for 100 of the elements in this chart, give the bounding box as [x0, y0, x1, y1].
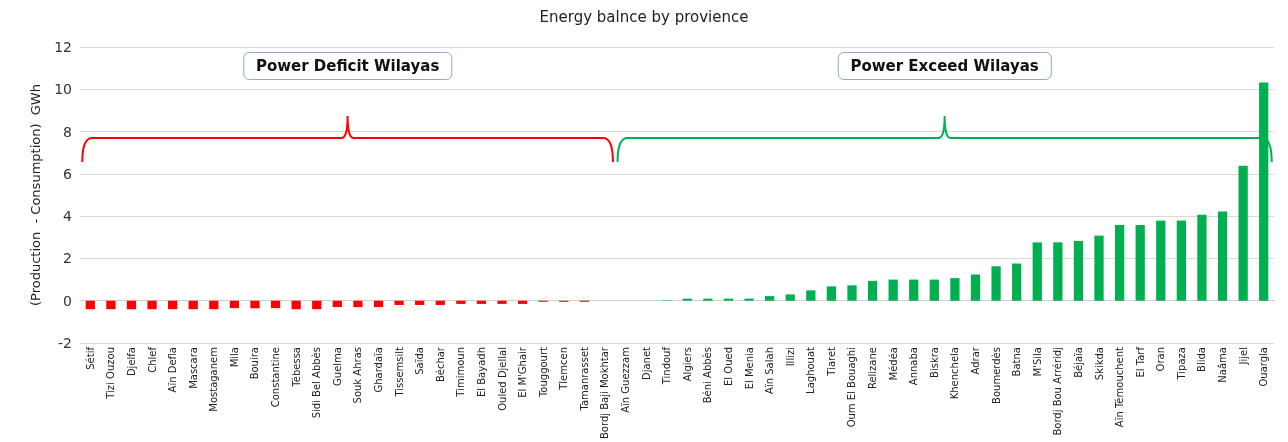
bar: [250, 300, 260, 309]
y-tick-label: 0: [63, 292, 72, 309]
x-tick-label: Batna: [1011, 347, 1023, 377]
x-tick-label: Béchar: [434, 346, 446, 383]
x-tick-label: Illizi: [784, 347, 796, 367]
x-tick-label: Adrar: [970, 346, 981, 375]
x-tick-label: Annaba: [908, 347, 920, 386]
x-tick-label: Jijel: [1237, 347, 1249, 366]
x-tick-label: Djanet: [640, 346, 652, 381]
x-tick-label: Ghardaïa: [373, 347, 384, 393]
x-tick-label: Ouled Djellal: [496, 347, 508, 411]
x-tick-label: Mostaganem: [208, 347, 220, 412]
x-tick-label: Mila: [228, 347, 240, 368]
bar: [394, 300, 404, 305]
x-tick-label: Bordj Bou Arréridj: [1052, 347, 1064, 436]
x-tick-label: Blida: [1196, 347, 1208, 372]
y-tick-label: 4: [63, 208, 73, 225]
bar: [1217, 211, 1228, 301]
x-tick-label: Béni Abbès: [702, 347, 714, 404]
x-tick-label: M'Sila: [1031, 347, 1043, 377]
bar: [1259, 82, 1269, 301]
x-tick-label: Touggourt: [537, 346, 549, 399]
x-tick-label: El Bayadh: [475, 347, 487, 398]
bar: [517, 300, 528, 304]
bar: [1197, 214, 1207, 301]
x-tick-label: Bordj Baji Mokhtar: [599, 346, 611, 440]
bar: [1053, 242, 1063, 301]
chart-title: Energy balnce by provience: [539, 7, 749, 26]
x-tick-label: El Menia: [743, 347, 755, 390]
bar: [1073, 240, 1084, 301]
x-tick-label: Oran: [1155, 347, 1167, 372]
x-tick-label: Djelfa: [125, 347, 137, 377]
x-tick-label: El Oued: [722, 347, 734, 387]
bar: [826, 286, 837, 301]
bar: [950, 278, 960, 301]
x-tick-label: Tindouf: [661, 346, 673, 386]
y-tick-label: 6: [63, 165, 73, 182]
x-tick-label: Tipaza: [1175, 347, 1187, 381]
x-tick-label: El M'Ghair: [517, 346, 529, 398]
x-tick-label: Sidi Bel Abbès: [311, 347, 323, 419]
bar: [1156, 220, 1166, 301]
x-tick-label: Mascara: [187, 347, 199, 389]
bar: [229, 300, 240, 309]
bar: [1012, 263, 1022, 301]
y-tick-label: 2: [63, 250, 72, 267]
bar: [970, 274, 981, 301]
bar: [497, 300, 507, 304]
bar: [353, 300, 363, 308]
x-tick-label: Guelma: [331, 347, 343, 386]
x-tick-label: Tiaret: [825, 346, 837, 377]
annotation: Power Deficit Wilayas: [242, 52, 453, 80]
x-tick-label: Tamanrasset: [578, 346, 590, 412]
bar: [847, 285, 857, 301]
x-tick-label: Médéa: [887, 347, 899, 381]
bar: [1032, 242, 1042, 301]
bar: [888, 279, 898, 301]
bar: [785, 294, 795, 301]
y-axis-title: (Production - Consumption) GWh: [28, 84, 43, 306]
bar: [209, 300, 219, 310]
x-tick-label: Biskra: [928, 347, 940, 378]
bar: [168, 300, 178, 310]
y-tick-label: -2: [58, 335, 72, 352]
x-tick-label: Sétif: [84, 346, 96, 370]
bar: [991, 266, 1001, 301]
bar: [373, 300, 384, 308]
bar: [126, 300, 137, 310]
x-tick-label: Aïn Defla: [167, 347, 179, 393]
x-tick-label: Bouira: [249, 347, 261, 380]
bar: [476, 300, 487, 304]
bar: [456, 300, 466, 304]
bar: [1176, 220, 1186, 301]
x-tick-label: Oum El Bouaghi: [846, 347, 858, 428]
bar: [744, 298, 754, 301]
x-tick-label: Aïn Salah: [764, 347, 776, 394]
x-tick-label: El Tarf: [1134, 346, 1146, 378]
bar: [188, 300, 198, 310]
bar: [1114, 225, 1125, 301]
x-tick-label: Tébessa: [290, 347, 302, 388]
bar: [703, 298, 713, 301]
bar: [270, 300, 281, 309]
x-tick-label: Souk Ahras: [352, 347, 364, 404]
bar: [723, 298, 734, 301]
x-tick-label: Relizane: [867, 347, 879, 390]
x-tick-label: Aïn Témouchent: [1114, 346, 1126, 428]
annotation: Power Exceed Wilayas: [837, 52, 1052, 80]
x-tick-label: Saïda: [414, 347, 426, 375]
bar: [147, 300, 157, 310]
bar: [929, 279, 939, 301]
bar: [85, 300, 95, 310]
x-tick-label: Tlemcen: [558, 347, 570, 391]
x-tick-label: Naâma: [1217, 347, 1229, 383]
bar: [106, 300, 116, 310]
x-tick-label: Skikda: [1093, 347, 1105, 381]
bar: [291, 300, 301, 310]
x-tick-label: Algiers: [681, 347, 693, 382]
bar: [435, 300, 445, 305]
bar: [1094, 235, 1104, 301]
bar: [1238, 165, 1248, 301]
x-tick-label: Béjaïa: [1072, 347, 1084, 378]
bar: [682, 298, 692, 301]
